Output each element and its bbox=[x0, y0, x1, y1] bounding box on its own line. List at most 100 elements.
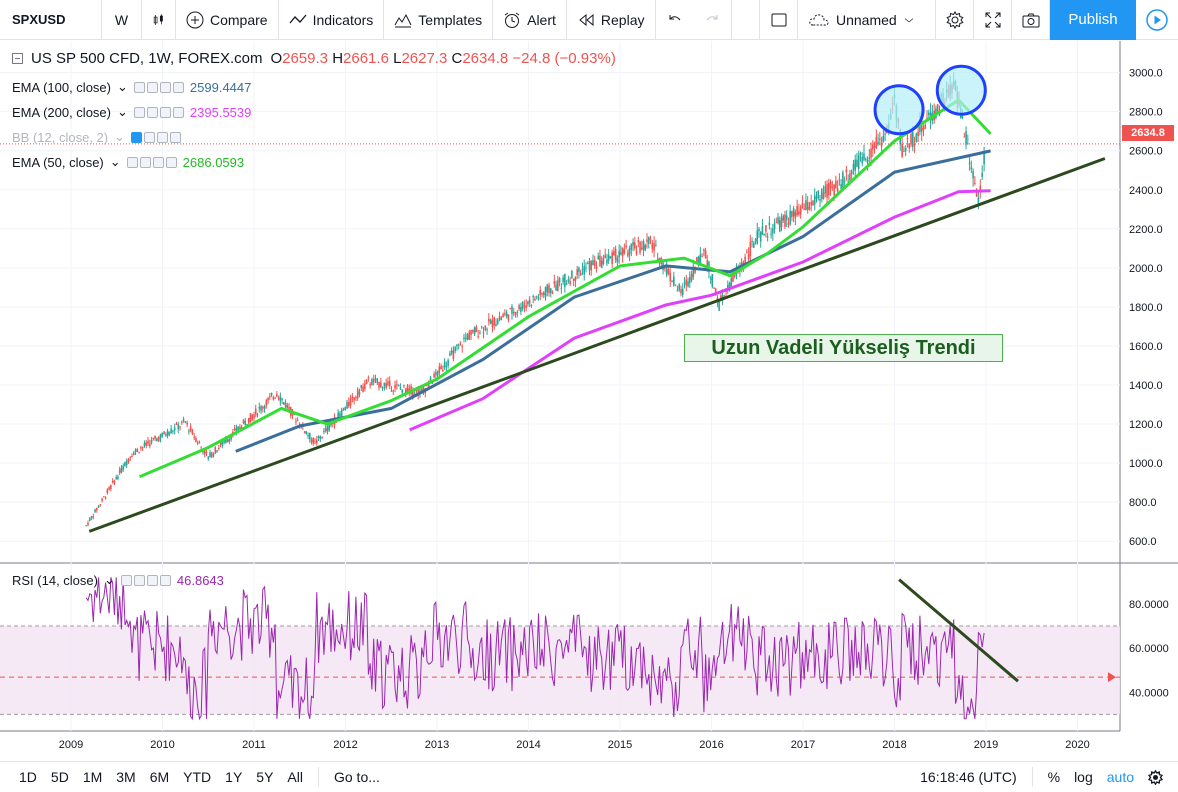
candle-body bbox=[191, 429, 194, 435]
candle-body bbox=[340, 409, 343, 417]
legend-controls[interactable] bbox=[133, 81, 184, 93]
candle-body bbox=[606, 259, 608, 264]
fullscreen-button[interactable] bbox=[974, 0, 1012, 40]
collapse-icon[interactable] bbox=[12, 53, 23, 64]
candle-body bbox=[542, 292, 545, 295]
compare-button[interactable]: Compare bbox=[176, 0, 279, 40]
chevron-down-icon[interactable]: ⌄ bbox=[117, 104, 128, 119]
plus-icon[interactable] bbox=[146, 574, 158, 586]
legend-label: BB (12, close, 2) bbox=[12, 129, 109, 145]
eye-icon[interactable] bbox=[126, 156, 138, 168]
settings-button[interactable] bbox=[1141, 769, 1170, 785]
candle-body bbox=[780, 217, 783, 228]
range-5d[interactable]: 5D bbox=[50, 769, 69, 785]
candle-body bbox=[216, 450, 218, 452]
candle-body bbox=[314, 441, 316, 443]
candle-body bbox=[808, 206, 811, 210]
candle-body bbox=[272, 397, 275, 400]
eye-hidden-icon[interactable] bbox=[131, 131, 143, 143]
legend-rsi[interactable]: RSI (14, close) ⌄ 46.8643 bbox=[12, 572, 224, 588]
gear-icon[interactable] bbox=[133, 574, 145, 586]
interval-button[interactable]: W bbox=[102, 0, 142, 40]
plus-icon[interactable] bbox=[159, 106, 171, 118]
close-icon[interactable] bbox=[170, 131, 182, 143]
low-value: 2627.3 bbox=[401, 50, 448, 67]
settings-button[interactable] bbox=[936, 0, 974, 40]
symbol-search[interactable]: SPXUSD bbox=[0, 0, 102, 40]
eye-icon[interactable] bbox=[133, 81, 145, 93]
snapshot-button[interactable] bbox=[1012, 0, 1050, 40]
legend-controls[interactable] bbox=[133, 106, 184, 118]
legend-controls[interactable] bbox=[126, 156, 177, 168]
candle-body bbox=[489, 319, 492, 324]
range-1y[interactable]: 1Y bbox=[225, 769, 243, 785]
indicators-button[interactable]: Indicators bbox=[279, 0, 385, 40]
plus-icon[interactable] bbox=[157, 131, 169, 143]
replay-button[interactable]: Replay bbox=[567, 0, 656, 40]
legend-controls[interactable] bbox=[120, 574, 171, 586]
gear-icon[interactable] bbox=[146, 81, 158, 93]
legend-ema100[interactable]: EMA (100, close) ⌄ 2599.4447 bbox=[12, 79, 251, 95]
divider bbox=[317, 767, 319, 787]
percent-toggle[interactable]: % bbox=[1047, 769, 1061, 785]
trend-annotation[interactable]: Uzun Vadeli Yükseliş Trendi bbox=[684, 334, 1003, 362]
candle-body bbox=[770, 233, 772, 235]
auto-toggle[interactable]: auto bbox=[1106, 769, 1134, 785]
close-icon[interactable] bbox=[159, 574, 171, 586]
chart-area[interactable]: 3000.0 2800.0 2600.0 2400.0 2200.0 2000.0 1800… bbox=[0, 41, 1178, 761]
candle-body bbox=[639, 241, 641, 253]
candle-body bbox=[831, 186, 834, 188]
publish-button[interactable]: Publish bbox=[1050, 0, 1136, 40]
log-toggle[interactable]: log bbox=[1074, 769, 1093, 785]
chart-canvas[interactable]: 3000.0 2800.0 2600.0 2400.0 2200.0 2000.0 1800… bbox=[0, 41, 1178, 761]
candle-body bbox=[630, 243, 633, 250]
layout-menu[interactable]: Unnamed bbox=[798, 0, 936, 40]
gear-icon[interactable] bbox=[146, 106, 158, 118]
legend-value: 2395.5539 bbox=[189, 104, 252, 120]
clock-time[interactable]: 16:18:46 (UTC) bbox=[920, 769, 1017, 785]
candle-body bbox=[685, 279, 688, 286]
chevron-down-icon[interactable]: ⌄ bbox=[117, 79, 128, 94]
candles-icon[interactable] bbox=[142, 0, 176, 40]
range-1d[interactable]: 1D bbox=[19, 769, 37, 785]
candle-body bbox=[310, 439, 313, 442]
candle-body bbox=[558, 278, 561, 283]
range-ytd[interactable]: YTD bbox=[183, 769, 212, 785]
candle-body bbox=[101, 498, 103, 501]
range-5y[interactable]: 5Y bbox=[256, 769, 274, 785]
close-icon[interactable] bbox=[172, 106, 184, 118]
legend-controls[interactable] bbox=[131, 131, 182, 143]
square-icon bbox=[771, 13, 786, 26]
candle-body bbox=[842, 172, 844, 188]
range-3m[interactable]: 3M bbox=[116, 769, 136, 785]
chevron-down-icon[interactable]: ⌄ bbox=[103, 572, 115, 587]
gear-icon[interactable] bbox=[144, 131, 156, 143]
candle-body bbox=[667, 269, 670, 274]
play-button[interactable] bbox=[1136, 0, 1178, 40]
gear-icon[interactable] bbox=[139, 156, 151, 168]
candle-body bbox=[882, 135, 885, 143]
range-1m[interactable]: 1M bbox=[82, 769, 103, 785]
redo-button[interactable] bbox=[694, 0, 732, 40]
candle-body bbox=[342, 408, 345, 410]
legend-bb[interactable]: BB (12, close, 2) ⌄ bbox=[12, 129, 182, 145]
eye-icon[interactable] bbox=[120, 574, 132, 586]
legend-ema50[interactable]: EMA (50, close) ⌄ 2686.0593 bbox=[12, 154, 244, 170]
range-all[interactable]: All bbox=[287, 769, 303, 785]
fullscreen-layout-button[interactable] bbox=[760, 0, 798, 40]
candle-body bbox=[820, 189, 823, 199]
eye-icon[interactable] bbox=[133, 106, 145, 118]
undo-button[interactable] bbox=[656, 0, 694, 40]
chevron-down-icon[interactable]: ⌄ bbox=[114, 129, 126, 144]
close-icon[interactable] bbox=[172, 81, 184, 93]
legend-ema200[interactable]: EMA (200, close) ⌄ 2395.5539 bbox=[12, 104, 251, 120]
range-6m[interactable]: 6M bbox=[149, 769, 170, 785]
templates-button[interactable]: Templates bbox=[384, 0, 494, 40]
plus-icon[interactable] bbox=[152, 156, 164, 168]
plus-icon[interactable] bbox=[159, 81, 171, 93]
alert-button[interactable]: Alert bbox=[493, 0, 567, 40]
chevron-down-icon[interactable]: ⌄ bbox=[109, 154, 121, 169]
goto-button[interactable]: Go to... bbox=[333, 769, 380, 785]
close-icon[interactable] bbox=[165, 156, 177, 168]
candle-body bbox=[618, 250, 620, 258]
